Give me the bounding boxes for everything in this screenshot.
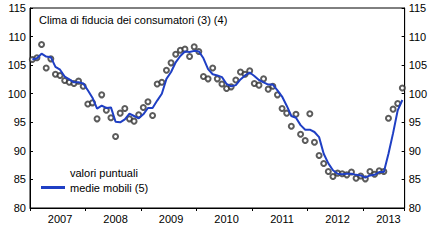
svg-text:90: 90 (14, 145, 26, 157)
svg-text:115: 115 (8, 2, 26, 14)
svg-text:80: 80 (409, 202, 421, 214)
svg-text:Clima di fiducia dei consumato: Clima di fiducia dei consumatori (3) (4) (39, 14, 227, 26)
svg-text:2008: 2008 (103, 213, 127, 225)
svg-text:85: 85 (14, 173, 26, 185)
svg-text:105: 105 (8, 59, 26, 71)
svg-text:medie mobili (5): medie mobili (5) (70, 182, 148, 194)
svg-text:100: 100 (8, 88, 26, 100)
svg-text:100: 100 (409, 88, 427, 100)
svg-text:80: 80 (14, 202, 26, 214)
svg-text:2011: 2011 (270, 213, 294, 225)
svg-text:95: 95 (409, 116, 421, 128)
svg-text:2007: 2007 (48, 213, 72, 225)
svg-text:105: 105 (409, 59, 427, 71)
svg-text:115: 115 (409, 2, 427, 14)
svg-text:2013: 2013 (376, 213, 400, 225)
svg-text:90: 90 (409, 145, 421, 157)
svg-text:110: 110 (8, 31, 26, 43)
svg-text:95: 95 (14, 116, 26, 128)
svg-text:2009: 2009 (159, 213, 183, 225)
svg-text:110: 110 (409, 31, 427, 43)
svg-text:2012: 2012 (325, 213, 349, 225)
svg-text:valori puntuali: valori puntuali (70, 167, 138, 179)
svg-text:85: 85 (409, 173, 421, 185)
svg-text:2010: 2010 (214, 213, 238, 225)
